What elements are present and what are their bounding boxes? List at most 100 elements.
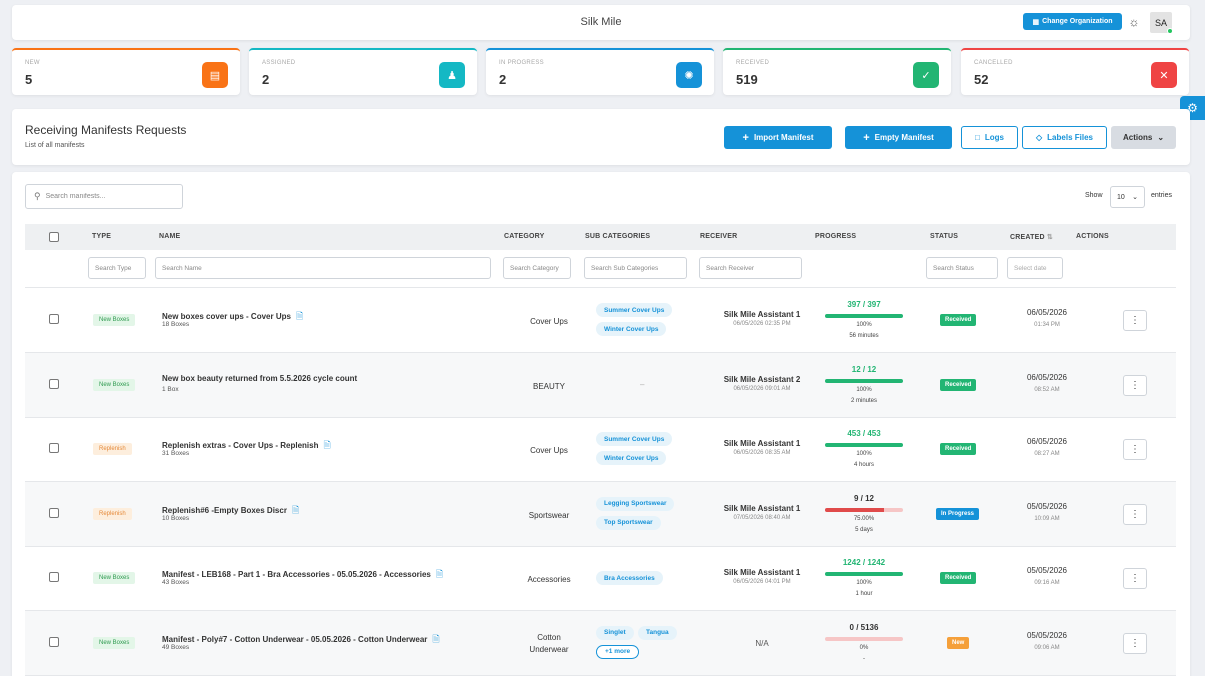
search-icon: ⚲ [34,191,41,201]
stat-card-assigned[interactable]: ASSIGNED 2 ♟ [249,48,477,95]
row-actions-button[interactable]: ⋮ [1123,439,1147,460]
more-vertical-icon: ⋮ [1130,444,1140,455]
progress-percent: 0% [859,644,869,651]
row-checkbox[interactable] [49,314,59,324]
col-progress[interactable]: PROGRESS [815,233,857,240]
stat-label: IN PROGRESS [499,60,544,66]
logs-label: Logs [984,133,1004,142]
more-vertical-icon: ⋮ [1130,315,1140,326]
search-input[interactable] [45,193,166,200]
row-actions-button[interactable]: ⋮ [1123,374,1147,396]
manifest-name[interactable]: New box beauty returned from 5.5.2026 cy… [162,374,357,383]
manifest-name-text: Manifest - LEB168 - Part 1 - Bra Accesso… [162,570,431,579]
col-actions: ACTIONS [1076,233,1109,240]
select-all-checkbox[interactable] [49,232,59,242]
chevron-down-icon: ⌄ [1132,194,1138,201]
receiver-name: Silk Mile Assistant 1 [723,568,801,577]
sub-category-tag: Legging Sportswear [596,496,675,511]
box-count: 49 Boxes [162,643,190,651]
progress-duration: 56 minutes [849,333,879,339]
manifest-name[interactable]: Manifest - LEB168 - Part 1 - Bra Accesso… [162,567,443,583]
progress-count: 1242 / 1242 [842,558,886,567]
manifest-name-text: Manifest - Poly#7 - Cotton Underwear - 0… [162,634,428,644]
table-row[interactable]: New Boxes New box beauty returned from 5… [25,352,1176,418]
manifest-name[interactable]: Manifest - Poly#7 - Cotton Underwear - 0… [162,632,440,648]
category: Cotton Underwear [529,632,569,654]
filter-category-input[interactable]: Search Category [503,257,571,279]
manifest-name-text: New box beauty returned from 5.5.2026 cy… [162,373,358,383]
row-checkbox[interactable] [49,636,59,647]
progress-percent: 100% [856,580,872,586]
receiver-name: Silk Mile Assistant 1 [723,310,801,319]
progress-duration: 4 hours [853,462,874,468]
row-actions-button[interactable]: ⋮ [1123,632,1147,654]
status-badge: Received [940,378,977,391]
avatar[interactable]: SA [1150,12,1173,34]
filter-sub-categories-input[interactable]: Search Sub Categories [584,257,687,279]
progress-bar [825,443,903,447]
filter-name-input[interactable]: Search Name [155,257,491,279]
col-created[interactable]: CREATED ⇅ [1010,233,1053,241]
stat-card-new[interactable]: NEW 5 ▤ [12,48,240,95]
col-category[interactable]: CATEGORY [504,233,545,240]
row-actions-button[interactable]: ⋮ [1123,310,1147,331]
building-icon: ▦ [1032,18,1040,26]
row-actions-button[interactable]: ⋮ [1123,503,1147,525]
progress-bar [825,507,903,512]
manifest-name-text: Replenish extras - Cover Ups - Replenish [162,441,319,450]
manifest-name[interactable]: New boxes cover ups - Cover Ups 🗎 [162,309,303,325]
file-icon[interactable]: 🗎 [432,633,440,644]
page-size-select[interactable]: 10 ⌄ [1110,186,1145,208]
filter-date-input[interactable]: Select date [1007,257,1063,279]
file-icon[interactable]: 🗎 [295,311,304,321]
labels-files-button[interactable]: ◇ Labels Files [1022,126,1107,149]
empty-manifest-button[interactable]: + Empty Manifest [845,126,952,149]
progress-count: 0 / 5136 [849,622,879,632]
col-sub-categories[interactable]: SUB CATEGORIES [585,233,651,240]
change-organization-label: Change Organization [1042,18,1113,25]
stat-card-in-progress[interactable]: IN PROGRESS 2 ✺ [486,48,714,95]
filter-type-input[interactable]: Search Type [88,257,146,279]
manifest-name[interactable]: Replenish extras - Cover Ups - Replenish… [162,438,331,454]
row-checkbox[interactable] [49,507,59,518]
table-row[interactable]: New Boxes New boxes cover ups - Cover Up… [25,288,1176,353]
box-count: 18 Boxes [162,321,190,328]
table-row[interactable]: New Boxes Manifest - Poly#7 - Cotton Und… [25,610,1176,676]
created-date: 06/05/2026 [1026,437,1068,446]
stat-card-cancelled[interactable]: CANCELLED 52 ✕ [961,48,1189,95]
row-actions-button[interactable]: ⋮ [1123,568,1147,589]
filter-status-input[interactable]: Search Status [926,257,998,279]
table-row[interactable]: New Boxes Manifest - LEB168 - Part 1 - B… [25,546,1176,611]
progress-bar-fill [825,572,903,576]
file-icon[interactable]: 🗎 [323,440,331,450]
table-row[interactable]: Replenish Replenish extras - Cover Ups -… [25,417,1176,482]
manifest-name[interactable]: Replenish#6 -Empty Boxes Discr 🗎 [162,503,299,519]
progress-count: 453 / 453 [847,429,881,438]
file-icon[interactable]: 🗎 [435,569,444,579]
col-type[interactable]: TYPE [92,233,112,240]
logs-button[interactable]: □ Logs [961,126,1018,149]
row-checkbox[interactable] [49,378,59,389]
col-name[interactable]: NAME [159,233,181,240]
actions-dropdown[interactable]: Actions ⌄ [1111,126,1176,149]
change-organization-button[interactable]: ▦ Change Organization [1023,13,1122,30]
col-receiver[interactable]: RECEIVER [700,233,738,240]
stat-card-received[interactable]: RECEIVED 519 ✓ [723,48,951,95]
more-sub-categories-button[interactable]: +1 more [596,644,640,659]
filter-receiver-input[interactable]: Search Receiver [699,257,802,279]
row-checkbox[interactable] [49,572,59,582]
row-checkbox[interactable] [49,443,59,453]
filter-row: Search Type Search Name Search Category … [25,250,1176,288]
file-icon[interactable]: 🗎 [291,504,300,515]
import-manifest-button[interactable]: + Import Manifest [724,126,832,149]
sun-icon[interactable]: ☼ [1128,15,1140,29]
progress-percent: 100% [856,386,872,393]
import-manifest-label: Import Manifest [753,133,814,142]
manifests-table-card: ⚲ Show 10 ⌄ entries TYPE NAME CATEGORY S… [12,172,1190,676]
table-row[interactable]: Replenish Replenish#6 -Empty Boxes Discr… [25,481,1176,547]
col-status[interactable]: STATUS [930,233,959,240]
manifest-name-text: New boxes cover ups - Cover Ups [162,312,291,321]
actions-label: Actions [1122,133,1153,142]
sub-category-tag: Winter Cover Ups [596,322,667,336]
type-badge: New Boxes [93,314,136,326]
